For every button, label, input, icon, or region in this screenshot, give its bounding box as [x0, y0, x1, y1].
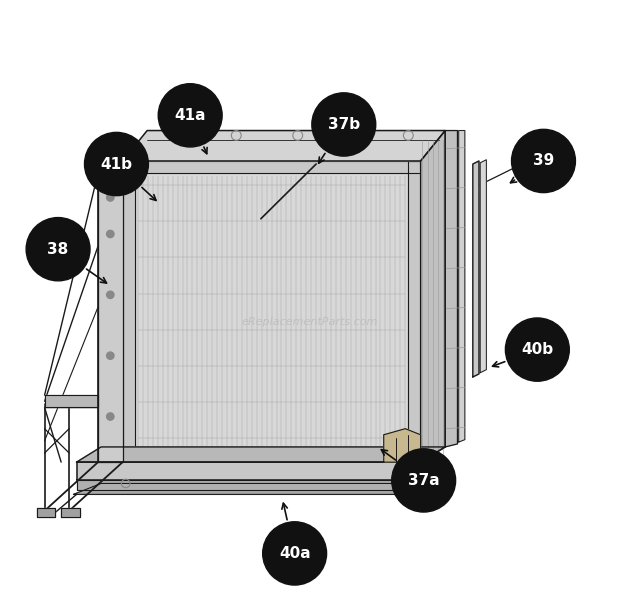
Polygon shape: [76, 447, 445, 462]
Polygon shape: [123, 161, 420, 173]
Text: 39: 39: [533, 154, 554, 168]
Circle shape: [312, 93, 376, 156]
Text: 40a: 40a: [279, 546, 311, 561]
Text: 37b: 37b: [328, 117, 360, 132]
Polygon shape: [473, 161, 479, 377]
Polygon shape: [123, 131, 445, 161]
Circle shape: [505, 318, 569, 381]
Circle shape: [107, 194, 114, 201]
Polygon shape: [98, 161, 123, 462]
Polygon shape: [384, 429, 420, 462]
Polygon shape: [76, 480, 420, 489]
Polygon shape: [459, 131, 465, 442]
Circle shape: [107, 230, 114, 238]
Circle shape: [107, 291, 114, 298]
Text: 37a: 37a: [408, 473, 440, 488]
Circle shape: [107, 352, 114, 359]
Polygon shape: [123, 450, 420, 462]
Polygon shape: [445, 131, 458, 447]
Circle shape: [392, 449, 456, 512]
Text: 41a: 41a: [174, 108, 206, 123]
Polygon shape: [409, 161, 420, 462]
Circle shape: [512, 130, 575, 193]
Text: 41b: 41b: [100, 157, 133, 171]
Circle shape: [107, 413, 114, 420]
Polygon shape: [37, 508, 55, 517]
Polygon shape: [135, 173, 409, 450]
Text: 38: 38: [48, 242, 69, 257]
Polygon shape: [123, 161, 135, 462]
Circle shape: [84, 133, 148, 196]
Polygon shape: [73, 483, 445, 494]
Circle shape: [26, 217, 90, 281]
Polygon shape: [76, 462, 420, 480]
Polygon shape: [123, 161, 420, 462]
Circle shape: [158, 84, 222, 147]
Text: eReplacementParts.com: eReplacementParts.com: [242, 317, 378, 327]
Polygon shape: [45, 395, 98, 408]
Polygon shape: [480, 160, 486, 373]
Circle shape: [263, 522, 327, 585]
Polygon shape: [420, 131, 445, 462]
Text: 40b: 40b: [521, 342, 554, 357]
Polygon shape: [61, 508, 79, 517]
